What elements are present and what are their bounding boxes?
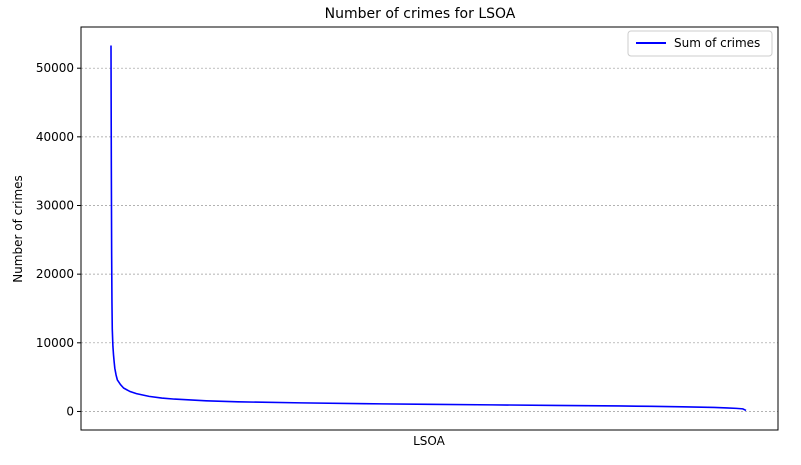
chart-title: Number of crimes for LSOA: [325, 6, 516, 22]
y-tick-label: 40000: [36, 130, 74, 144]
plot-area-frame: [80, 26, 779, 431]
legend: Sum of crimes: [627, 30, 773, 57]
legend-label: Sum of crimes: [674, 36, 760, 50]
series-line-sum-of-crimes: [110, 45, 747, 412]
legend-box: [627, 30, 773, 57]
y-gridlines: [81, 67, 778, 412]
y-axis-ticks: 0 10000 20000 30000 40000 50000: [36, 61, 81, 418]
y-tick-label: 50000: [36, 61, 74, 75]
y-tick-label: 0: [66, 404, 74, 418]
x-axis-title: LSOA: [413, 434, 446, 448]
y-tick-label: 20000: [36, 267, 74, 281]
y-tick-label: 30000: [36, 199, 74, 213]
y-tick-label: 10000: [36, 336, 74, 350]
y-axis-title: Number of crimes: [11, 175, 25, 283]
